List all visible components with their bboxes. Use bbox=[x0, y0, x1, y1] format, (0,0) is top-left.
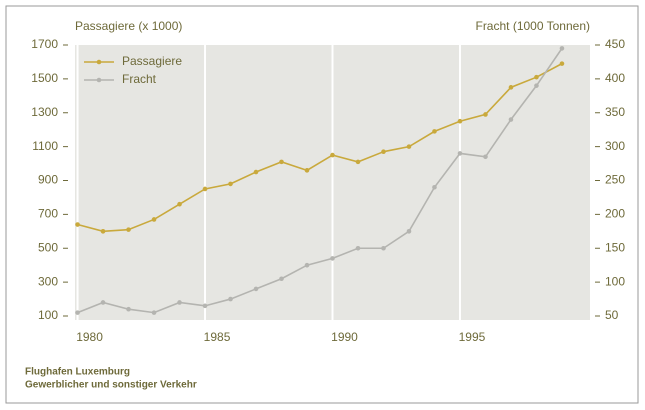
data-point bbox=[151, 310, 157, 315]
y-tick-label: 100 bbox=[38, 308, 58, 322]
data-point bbox=[75, 310, 80, 315]
note: Flughafen Luxemburg bbox=[25, 367, 130, 378]
data-point bbox=[483, 154, 488, 160]
data-point bbox=[559, 61, 565, 66]
data-point bbox=[100, 300, 106, 305]
note: Gewerblicher und sonstiger Verkehr bbox=[25, 380, 197, 391]
data-point bbox=[508, 85, 514, 90]
x-tick-label: 1980 bbox=[76, 330, 103, 344]
data-point bbox=[330, 256, 335, 261]
y2-axis-title: Fracht (1000 Tonnen) bbox=[475, 19, 590, 33]
data-point bbox=[457, 151, 463, 156]
data-point bbox=[330, 152, 335, 158]
data-point bbox=[483, 112, 488, 117]
x-tick-label: 1985 bbox=[204, 330, 231, 344]
data-point bbox=[355, 159, 361, 165]
data-point bbox=[304, 262, 310, 268]
y2-tick-label: 450 bbox=[605, 37, 625, 51]
data-point bbox=[228, 296, 233, 302]
y2-tick-label: 100 bbox=[605, 274, 625, 288]
y2-tick-label: 200 bbox=[605, 207, 625, 221]
data-point bbox=[559, 46, 565, 51]
series-line bbox=[77, 62, 563, 233]
y-axis-title: Passagiere (x 1000) bbox=[75, 19, 182, 33]
legend-label: Passagiere bbox=[122, 54, 182, 68]
legend-label: Fracht bbox=[122, 72, 157, 86]
data-point bbox=[534, 74, 539, 80]
data-point bbox=[432, 184, 437, 190]
data-point bbox=[381, 149, 386, 155]
data-point bbox=[75, 222, 80, 227]
y-tick-label: 700 bbox=[38, 207, 58, 221]
data-point bbox=[228, 181, 233, 187]
y-tick-label: 1500 bbox=[31, 71, 58, 85]
data-point bbox=[508, 117, 514, 122]
y-tick-label: 900 bbox=[38, 173, 58, 187]
data-point bbox=[202, 186, 208, 192]
data-point bbox=[534, 83, 539, 88]
y-tick-label: 1700 bbox=[31, 37, 58, 51]
legend-marker bbox=[96, 77, 102, 83]
y2-tick-label: 400 bbox=[605, 71, 625, 85]
x-tick-label: 1990 bbox=[331, 330, 358, 344]
y-tick-label: 300 bbox=[38, 274, 58, 288]
data-point bbox=[432, 129, 437, 134]
data-point bbox=[126, 227, 131, 232]
data-point bbox=[279, 276, 284, 282]
data-point bbox=[406, 144, 412, 149]
data-point bbox=[253, 169, 259, 175]
data-point bbox=[177, 300, 182, 305]
y-tick-label: 1300 bbox=[31, 105, 58, 119]
y2-tick-label: 350 bbox=[605, 105, 625, 119]
data-point bbox=[406, 229, 412, 234]
data-point bbox=[151, 217, 157, 222]
data-point bbox=[100, 229, 106, 234]
y-tick-label: 1100 bbox=[32, 139, 58, 153]
y-tick-label: 500 bbox=[38, 240, 58, 254]
series-line bbox=[77, 47, 563, 314]
y2-tick-label: 300 bbox=[605, 139, 625, 153]
y2-tick-label: 150 bbox=[605, 240, 625, 254]
data-point bbox=[381, 245, 386, 251]
data-point bbox=[202, 303, 208, 309]
data-point bbox=[355, 245, 361, 251]
y2-tick-label: 50 bbox=[605, 308, 619, 322]
data-point bbox=[304, 168, 310, 173]
data-point bbox=[177, 201, 182, 207]
data-point bbox=[457, 118, 463, 124]
y2-tick-label: 250 bbox=[605, 173, 625, 187]
data-point bbox=[253, 286, 259, 292]
legend-marker bbox=[96, 59, 102, 65]
data-point bbox=[279, 159, 284, 165]
x-tick-label: 1995 bbox=[459, 330, 486, 344]
data-point bbox=[126, 306, 131, 312]
